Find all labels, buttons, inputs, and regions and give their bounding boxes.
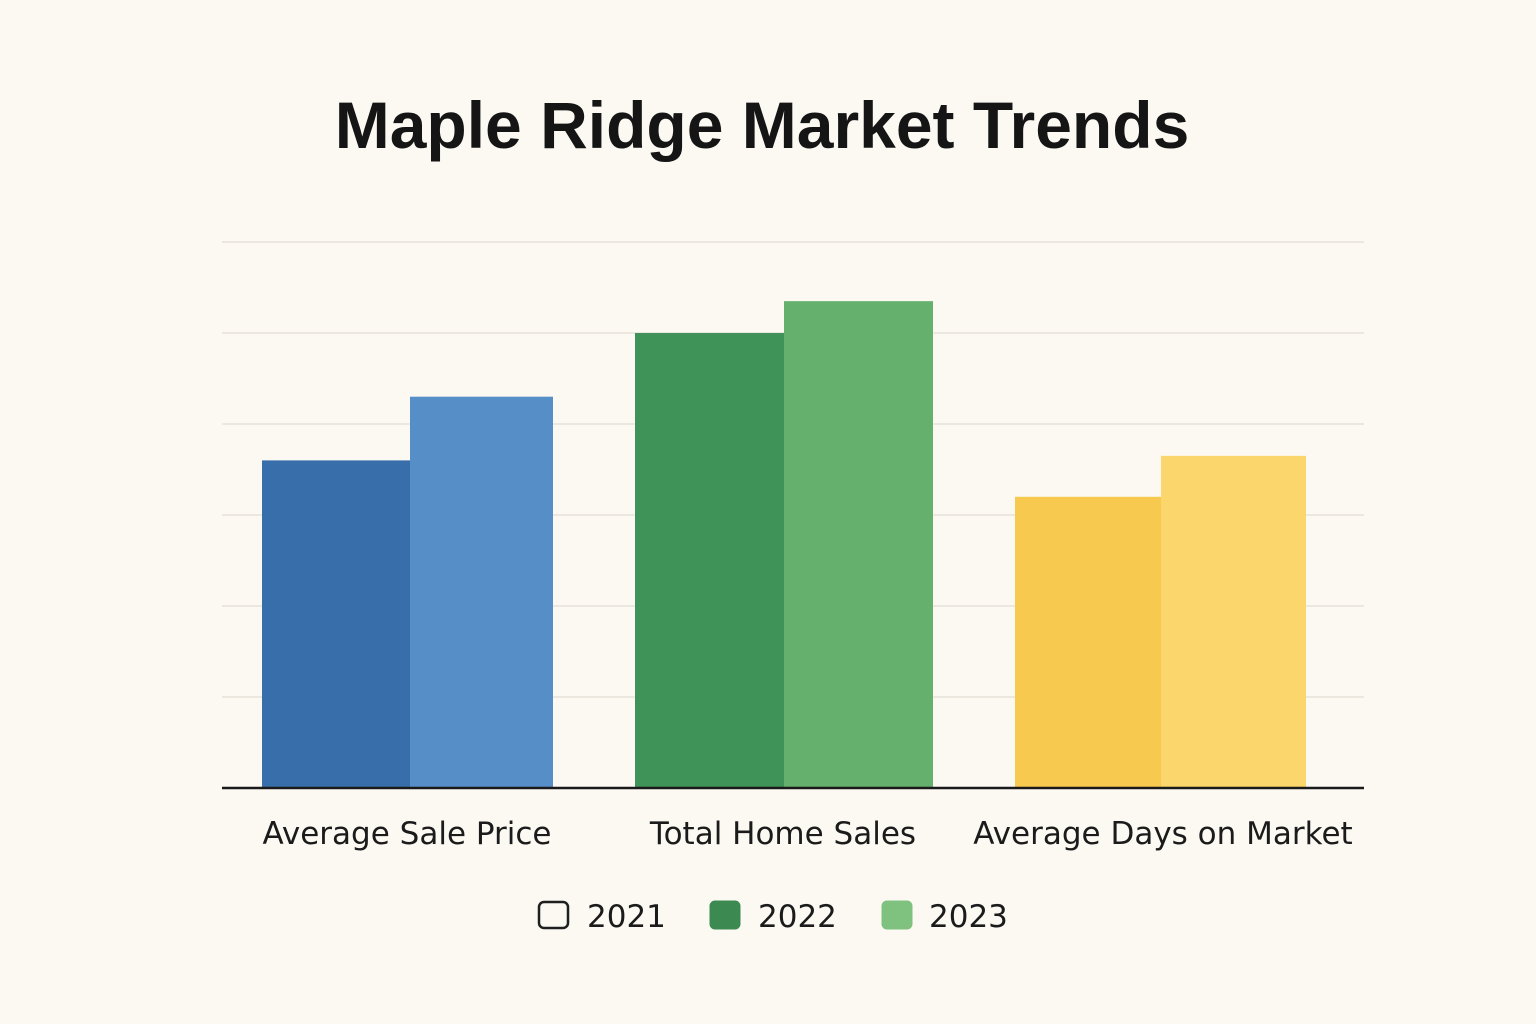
- legend: 2021 2022 2023: [537, 899, 1008, 935]
- legend-label-2022: 2022: [758, 899, 837, 935]
- category-label-total-home-sales: Total Home Sales: [649, 816, 916, 852]
- legend-label-2023: 2023: [929, 899, 1008, 935]
- legend-item-2021: 2021: [537, 899, 666, 935]
- legend-swatch-2023: [881, 900, 913, 930]
- bar-total-home-sales-left: [635, 333, 784, 788]
- category-label-average-sale-price: Average Sale Price: [263, 816, 552, 852]
- bar-average-days-on-market-left: [1015, 496, 1161, 788]
- legend-item-2022: 2022: [709, 899, 837, 935]
- legend-item-2023: 2023: [881, 899, 1008, 935]
- legend-label-2021: 2021: [587, 899, 666, 935]
- chart-title: Maple Ridge Market Trends: [335, 88, 1190, 162]
- bar-average-days-on-market-right: [1161, 455, 1306, 788]
- bar-group-layer: [262, 301, 1306, 788]
- bar-average-sale-price-right: [410, 396, 553, 788]
- legend-swatch-2021: [537, 900, 570, 930]
- legend-swatch-2022: [709, 900, 741, 930]
- category-label-average-days-on-market: Average Days on Market: [973, 816, 1352, 852]
- bar-total-home-sales-right: [784, 301, 933, 788]
- bar-average-sale-price-left: [262, 460, 410, 788]
